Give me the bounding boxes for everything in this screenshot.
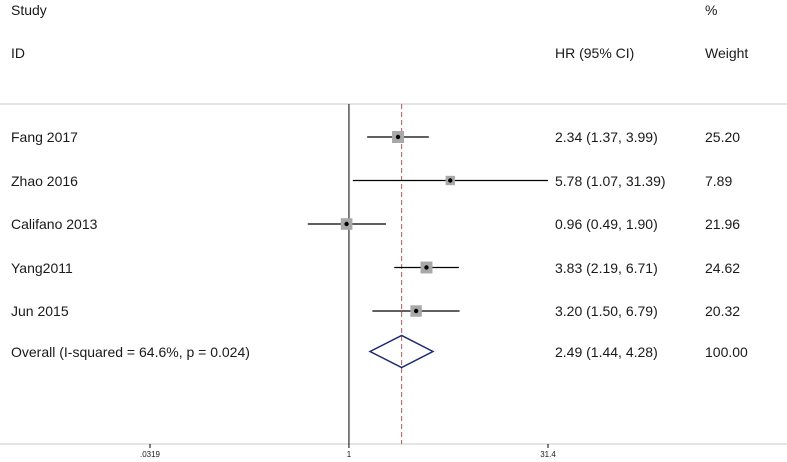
study-weight: 21.96 xyxy=(705,216,741,232)
overall-diamond xyxy=(368,334,435,369)
study-weight: 7.89 xyxy=(705,172,733,189)
overall-label: Overall (I-squared = 64.6%, p = 0.024) xyxy=(11,343,250,360)
overall-ci-text: 2.49 (1.44, 4.28) xyxy=(555,343,658,360)
study-ci-text: 3.83 (2.19, 6.71) xyxy=(555,259,658,276)
point-estimate xyxy=(448,178,453,183)
point-estimate xyxy=(395,134,401,140)
study-ci-text: 2.34 (1.37, 3.99) xyxy=(555,129,658,145)
header-weight: Weight xyxy=(705,45,749,61)
header-study: Study xyxy=(11,2,47,18)
x-tick-label: 1 xyxy=(346,450,352,459)
study-label: Fang 2017 xyxy=(11,129,78,145)
study-label: Jun 2015 xyxy=(11,303,69,319)
point-estimate xyxy=(413,308,419,314)
header-id: ID xyxy=(11,45,25,61)
point-estimate xyxy=(344,221,349,227)
study-weight: 20.32 xyxy=(705,303,741,319)
study-weight: 24.62 xyxy=(705,259,741,276)
header-pct: % xyxy=(705,2,718,18)
header-effect: HR (95% CI) xyxy=(555,45,635,61)
study-label: Zhao 2016 xyxy=(11,172,78,189)
point-estimate xyxy=(424,265,429,270)
study-ci-text: 5.78 (1.07, 31.39) xyxy=(555,172,666,189)
x-tick-label: 31.4 xyxy=(540,450,556,459)
x-tick-label: .0319 xyxy=(139,450,161,459)
study-weight: 25.20 xyxy=(705,129,741,145)
study-label: Califano 2013 xyxy=(11,216,98,232)
study-ci-text: 3.20 (1.50, 6.79) xyxy=(555,303,658,319)
study-ci-text: 0.96 (0.49, 1.90) xyxy=(555,216,658,232)
study-label: Yang2011 xyxy=(11,259,73,276)
overall-weight: 100.00 xyxy=(705,343,748,360)
